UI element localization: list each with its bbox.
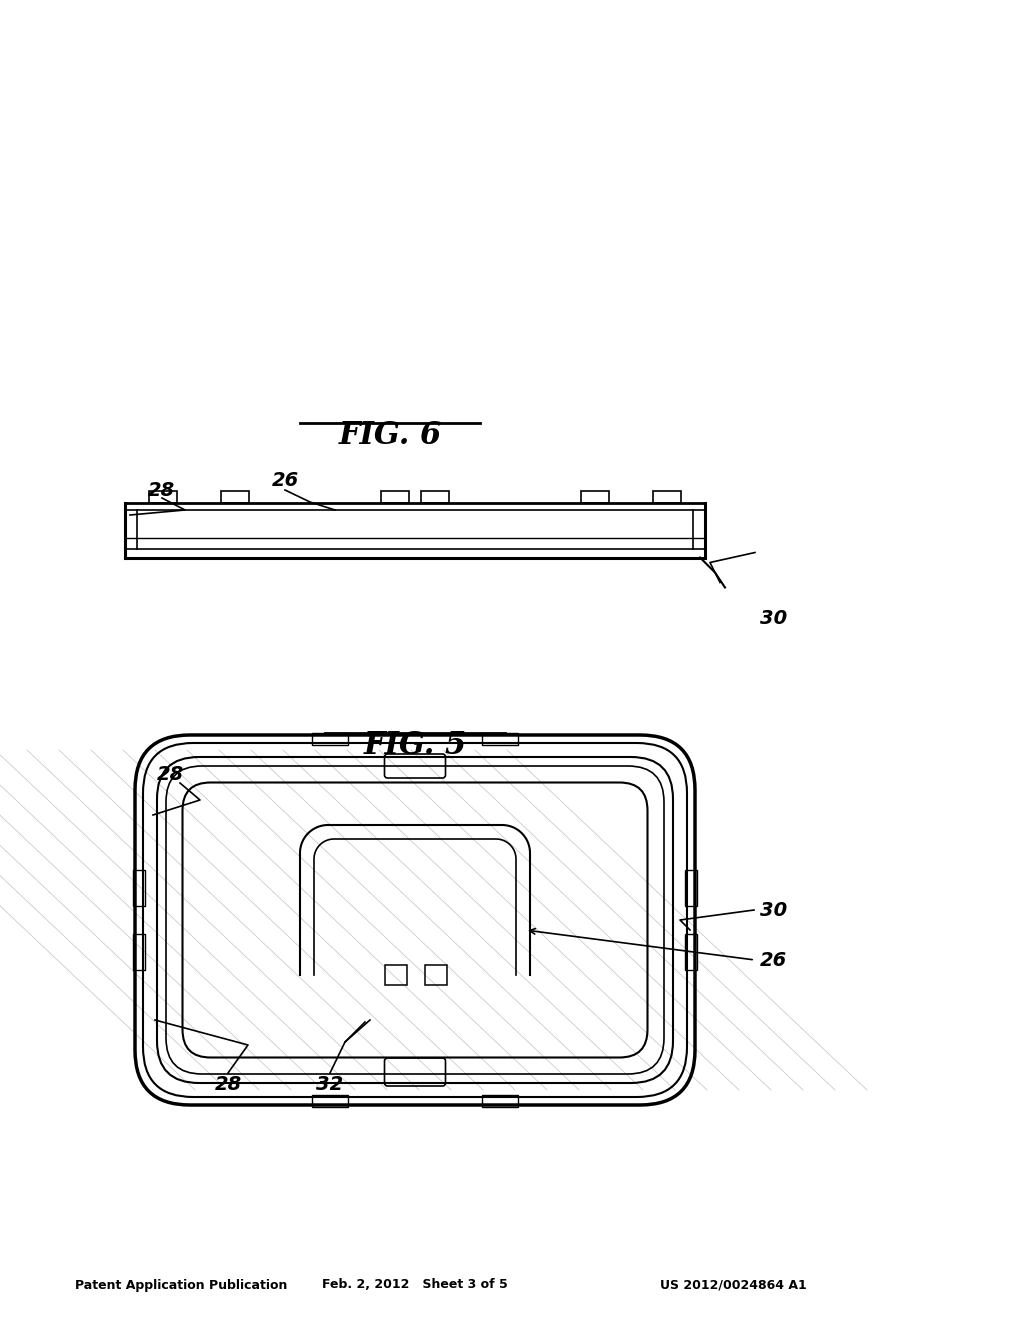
Text: 28: 28: [214, 1076, 242, 1094]
Text: FIG. 6: FIG. 6: [338, 420, 441, 450]
Bar: [381, 491, 409, 503]
Bar: [133, 935, 145, 970]
Bar: [312, 733, 348, 744]
Text: Feb. 2, 2012   Sheet 3 of 5: Feb. 2, 2012 Sheet 3 of 5: [323, 1279, 508, 1291]
Text: 30: 30: [760, 609, 787, 627]
Text: 28: 28: [148, 480, 175, 499]
Text: 26: 26: [272, 470, 299, 490]
Text: US 2012/0024864 A1: US 2012/0024864 A1: [660, 1279, 807, 1291]
Text: 28: 28: [157, 766, 183, 784]
Bar: [482, 733, 518, 744]
Bar: [653, 491, 681, 503]
Bar: [685, 870, 697, 906]
Text: 32: 32: [316, 1076, 344, 1094]
Bar: [482, 1096, 518, 1107]
Text: 26: 26: [760, 950, 787, 969]
Bar: [425, 965, 447, 985]
Text: 30: 30: [760, 900, 787, 920]
Bar: [421, 491, 449, 503]
Bar: [581, 491, 609, 503]
Bar: [221, 491, 249, 503]
Bar: [312, 1096, 348, 1107]
Text: FIG. 5: FIG. 5: [364, 730, 467, 760]
Bar: [150, 491, 177, 503]
Text: Patent Application Publication: Patent Application Publication: [75, 1279, 288, 1291]
Bar: [385, 965, 407, 985]
Bar: [133, 870, 145, 906]
Bar: [685, 935, 697, 970]
